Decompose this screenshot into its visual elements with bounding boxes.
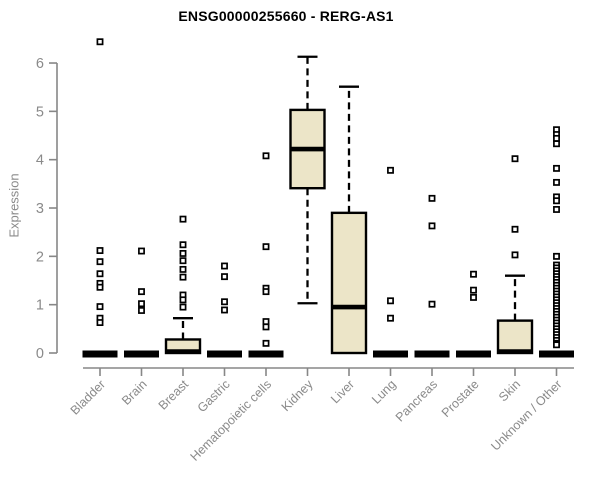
outlier-point (179, 296, 187, 304)
outlier-point (262, 318, 270, 326)
x-tick-label: Gastric (195, 377, 233, 415)
outlier-point (179, 265, 187, 273)
collapsed-box (124, 350, 159, 358)
x-tick-label: Bladder (68, 377, 108, 417)
outlier-point (179, 215, 187, 223)
outlier-point (221, 262, 228, 270)
outlier-point (511, 155, 519, 163)
outlier-point (387, 314, 394, 322)
outlier-point (138, 300, 145, 308)
outlier-point (553, 252, 560, 260)
outlier-point (262, 288, 270, 296)
y-tick-label: 0 (36, 346, 44, 362)
collapsed-box (82, 350, 118, 358)
outlier-point (179, 241, 187, 249)
outlier-point (138, 288, 145, 296)
x-tick-label: Breast (156, 377, 192, 413)
outlier-point (553, 197, 560, 205)
y-tick-label: 6 (36, 56, 44, 72)
x-tick-label: Hematopoietic cells (188, 377, 275, 464)
x-tick-label: Pancreas (393, 377, 440, 424)
x-tick-label: Lung (369, 377, 399, 407)
outlier-point (428, 300, 436, 308)
outlier-point (553, 341, 560, 349)
collapsed-box (373, 350, 408, 358)
outlier-point (553, 206, 560, 213)
outlier-point (179, 249, 187, 257)
y-tick-label: 3 (36, 201, 44, 217)
outlier-point (470, 270, 477, 278)
outlier-point (138, 307, 145, 314)
x-tick-label: Prostate (439, 377, 482, 420)
outlier-point (553, 134, 560, 142)
outlier-point (262, 152, 270, 160)
outlier-point (262, 323, 270, 331)
outlier-point (179, 303, 187, 311)
outlier-point (96, 247, 104, 254)
outlier-point (262, 339, 270, 347)
y-tick-label: 5 (36, 104, 44, 120)
collapsed-box (456, 350, 491, 358)
outlier-point (553, 164, 560, 172)
outlier-point (96, 283, 104, 291)
x-tick-label: Liver (328, 377, 357, 406)
collapsed-box (207, 350, 242, 358)
outlier-point (428, 222, 436, 230)
collapsed-box (539, 350, 574, 358)
outlier-point (221, 273, 228, 281)
x-tick-label: Brain (119, 377, 150, 408)
outlier-point (553, 178, 560, 186)
x-tick-label: Skin (496, 377, 523, 404)
outlier-point (221, 306, 228, 314)
collapsed-box (248, 350, 284, 358)
outlier-point (96, 270, 104, 278)
y-tick-label: 1 (36, 298, 44, 314)
x-tick-label: Kidney (279, 377, 316, 414)
outlier-point (138, 247, 145, 255)
y-tick-label: 2 (36, 249, 44, 265)
outlier-point (96, 258, 104, 266)
outlier-point (96, 303, 104, 311)
outlier-point (387, 166, 394, 174)
collapsed-box (414, 350, 450, 358)
outlier-point (221, 298, 228, 306)
y-tick-label: 4 (36, 153, 44, 169)
outlier-point (179, 273, 187, 281)
box (330, 211, 368, 355)
outlier-point (96, 319, 104, 327)
outlier-point (470, 293, 477, 301)
outlier-point (262, 243, 270, 251)
outlier-point (553, 140, 560, 148)
outlier-point (511, 251, 519, 259)
outlier-point (179, 257, 187, 265)
outlier-point (96, 38, 104, 46)
outlier-point (511, 225, 519, 233)
x-tick-label: Unknown / Other (488, 377, 564, 453)
outlier-point (428, 194, 436, 202)
outlier-point (470, 286, 477, 294)
outlier-point (387, 297, 394, 305)
box (496, 319, 534, 355)
chart-title: ENSG00000255660 - RERG-AS1 (178, 8, 394, 24)
